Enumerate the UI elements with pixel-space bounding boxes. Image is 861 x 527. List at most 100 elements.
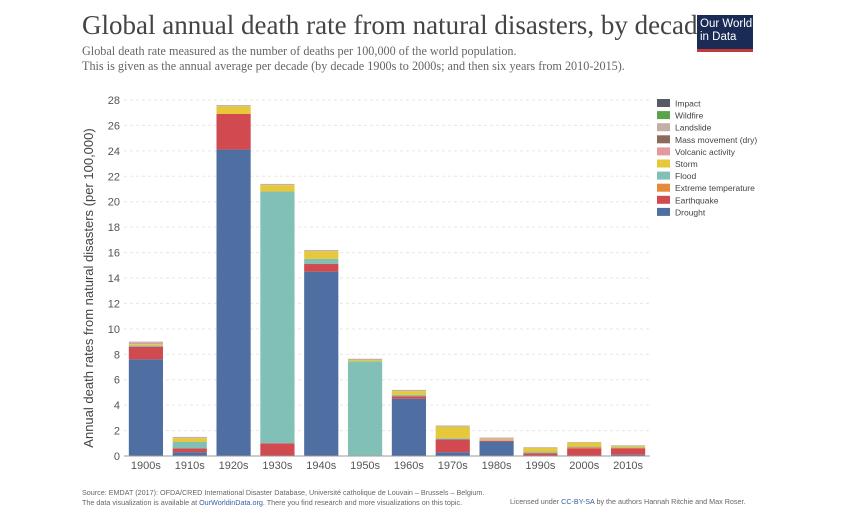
legend-label: Extreme temperature <box>675 183 755 193</box>
bar-segment <box>610 447 646 448</box>
bar-segment <box>347 358 383 361</box>
bar-segment <box>435 438 470 440</box>
bar-segment <box>610 447 646 449</box>
x-tick-label: 1990s <box>525 460 555 472</box>
legend-label: Storm <box>675 159 698 169</box>
y-tick-label: 12 <box>108 298 120 310</box>
legend-swatch <box>657 159 670 168</box>
x-tick-label: 1960s <box>394 460 424 472</box>
y-tick-label: 2 <box>114 426 120 438</box>
bar-segment <box>610 454 646 456</box>
legend-swatch <box>657 171 670 180</box>
y-tick-label: 14 <box>108 273 120 285</box>
bar-segment <box>479 442 514 456</box>
bar-segment <box>128 344 164 346</box>
bar-segment <box>304 271 339 456</box>
bar-segment <box>567 446 602 448</box>
legend-swatch <box>657 147 670 156</box>
legend-swatch <box>657 99 670 107</box>
bar-segment <box>479 440 514 443</box>
note-text: The data visualization is available at O… <box>82 498 484 508</box>
y-tick-label: 6 <box>114 375 120 387</box>
bar-segment <box>260 191 295 444</box>
x-tick-label: 1920s <box>219 460 249 472</box>
bar-segment <box>128 341 164 343</box>
bar-segment <box>128 345 164 347</box>
note-suffix: . There you find research and more visua… <box>262 498 463 507</box>
bar-segment <box>610 445 646 448</box>
y-tick-label: 16 <box>108 248 120 260</box>
legend-label: Drought <box>675 207 706 217</box>
bar-segment <box>128 359 164 456</box>
legend-label: Landslide <box>675 123 712 133</box>
x-tick-label: 1930s <box>262 460 292 472</box>
y-tick-label: 10 <box>108 324 120 336</box>
bar-segment <box>391 396 427 399</box>
logo-line-1: Our World <box>700 18 753 30</box>
y-tick-label: 26 <box>108 120 120 132</box>
source-text: Source: EMDAT (2017): OFDA/CRED Internat… <box>82 488 485 497</box>
bar-segment <box>479 437 514 439</box>
bar-segment <box>260 443 295 456</box>
bar-segment <box>216 113 251 150</box>
bar-segment <box>172 438 207 443</box>
chart-subtitle: Global death rate measured as the number… <box>82 44 625 73</box>
chart-title: Global annual death rate from natural di… <box>82 10 710 40</box>
our-world-in-data-logo[interactable]: Our World in Data <box>697 15 753 52</box>
x-tick-label: 1980s <box>482 460 512 472</box>
bar-segment <box>260 183 295 186</box>
x-tick-label: 1900s <box>131 460 161 472</box>
bar-segment <box>479 438 514 440</box>
bar-segment <box>347 361 383 456</box>
legend-swatch <box>657 183 670 192</box>
y-tick-label: 28 <box>108 95 120 107</box>
bar-segment <box>523 447 558 448</box>
bar-segment <box>172 442 207 449</box>
bar-segment <box>567 447 602 449</box>
license-link[interactable]: CC-BY-SA <box>561 497 595 506</box>
legend-label: Flood <box>675 171 697 181</box>
y-axis-label: Annual death rates from natural disaster… <box>81 128 96 447</box>
bar-segment <box>128 346 164 360</box>
y-tick-label: 20 <box>108 197 120 209</box>
bar-segment <box>567 442 602 443</box>
bar-segment <box>216 149 251 457</box>
x-tick-label: 1910s <box>175 460 205 472</box>
bar-segment <box>610 445 646 446</box>
license-suffix: by the authors Hannah Ritchie and Max Ro… <box>594 497 746 506</box>
footer-license: Licensed under CC-BY-SA by the authors H… <box>510 497 745 507</box>
bar-segment <box>435 439 470 453</box>
license-prefix: Licensed under <box>510 497 562 506</box>
bar-segment <box>128 342 164 345</box>
legend-label: Earthquake <box>675 195 719 205</box>
bar-segment <box>567 448 602 456</box>
y-tick-label: 0 <box>114 451 120 463</box>
bar-segment <box>391 391 427 395</box>
x-tick-label: 1970s <box>438 460 468 472</box>
bar-segment <box>391 394 427 397</box>
legend-swatch <box>657 135 670 144</box>
legend-swatch <box>657 111 670 120</box>
bar-segment <box>610 448 646 455</box>
bar-segment <box>523 447 558 452</box>
bar-segment <box>216 106 251 114</box>
legend-label: Mass movement (dry) <box>675 135 757 145</box>
bar-segment <box>523 453 558 456</box>
legend-swatch <box>657 207 670 216</box>
legend-swatch <box>657 123 670 132</box>
bar-segment <box>304 264 339 272</box>
bar-segment <box>523 451 558 453</box>
x-tick-label: 2000s <box>569 460 599 472</box>
bar-segment <box>172 452 207 456</box>
owid-link[interactable]: OurWorldinData.org <box>199 498 263 507</box>
x-tick-label: 2010s <box>613 460 643 472</box>
note-prefix: The data visualization is available at <box>82 498 200 507</box>
bar-segment <box>567 442 602 447</box>
bar-segment <box>347 360 383 362</box>
bar-segment <box>304 250 339 252</box>
bar-segment <box>479 440 514 441</box>
bar-segment <box>435 426 470 439</box>
y-tick-label: 8 <box>114 349 120 361</box>
